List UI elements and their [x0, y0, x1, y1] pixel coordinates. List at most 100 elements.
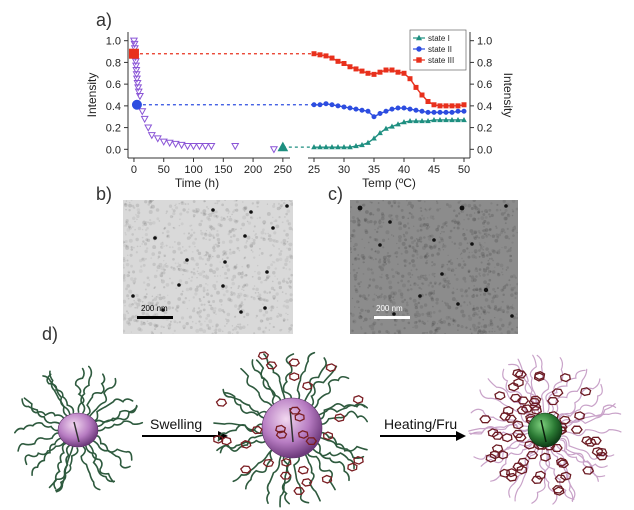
time-point [189, 142, 198, 151]
series-point [407, 106, 413, 112]
series-point [407, 76, 413, 82]
nanoparticle [211, 208, 215, 212]
y-tick-label-left: 0.4 [106, 101, 121, 113]
series-point [341, 104, 347, 110]
nanoparticles [131, 204, 289, 314]
polymer-chain [222, 388, 267, 419]
polymer-chain [293, 454, 310, 504]
series-point [455, 103, 461, 109]
series-point [395, 121, 401, 127]
x-tick-label-left: 150 [214, 164, 232, 176]
polymer-chain [531, 447, 547, 504]
x-tick-label-left: 100 [184, 164, 202, 176]
time-point [177, 141, 186, 150]
fructose-ring [334, 413, 346, 423]
fructose-ring [294, 412, 305, 422]
series-point [311, 144, 317, 150]
fructose-ring [512, 420, 524, 430]
series-point [443, 103, 449, 109]
series-point [347, 105, 353, 111]
series-point [353, 106, 359, 112]
polymer-chain [48, 442, 67, 489]
series-point [389, 123, 395, 129]
polymer-chain [94, 404, 138, 428]
fructose-ring [347, 462, 358, 472]
series-point [425, 118, 431, 124]
scale-bar-b [137, 316, 173, 319]
panel-label-b: b) [96, 184, 113, 204]
fructose-ring [353, 455, 364, 465]
series-point [449, 109, 455, 115]
polymer-chain [562, 412, 622, 428]
fructose-ring [526, 450, 539, 460]
tem-texture [123, 200, 293, 334]
series-point [377, 110, 383, 116]
x-tick-label-left: 50 [158, 164, 170, 176]
time-point [159, 138, 168, 146]
time-point [132, 75, 141, 83]
arrow-swelling-head [218, 431, 228, 441]
y-tick-label-left: 0.8 [106, 57, 121, 69]
nanoparticle [249, 210, 253, 214]
fructose-ring [517, 457, 530, 467]
fructose-ring [305, 437, 318, 446]
fructose-ring [534, 370, 546, 381]
polymer-chain [555, 443, 606, 478]
polymer-chain [88, 443, 116, 483]
nanoparticle [221, 284, 225, 288]
fructose-ring [595, 447, 608, 457]
x-axis-title-left: Time (h) [175, 176, 219, 190]
polymer-chain [77, 365, 93, 413]
time-point [131, 58, 140, 66]
polymer-chain [560, 403, 616, 425]
core-cut [73, 421, 80, 443]
fructose-ring [555, 457, 568, 467]
fructose-ring [213, 434, 224, 444]
y-tick-label-right: 0.4 [477, 101, 492, 113]
polymer-chain [545, 357, 564, 413]
fructose-ring [550, 443, 563, 453]
polymer-chain [517, 358, 540, 414]
fructose-ring [240, 439, 252, 449]
fructose-ring [275, 424, 287, 434]
fructose-ring [559, 372, 571, 383]
fructose-ring [279, 471, 292, 480]
temp-series [311, 51, 467, 150]
time-point [138, 108, 147, 116]
series-point [425, 99, 431, 105]
fructose-ring [517, 396, 530, 405]
nanoparticle [131, 294, 135, 298]
fructose-ring [491, 431, 504, 440]
nanoparticle [185, 258, 189, 262]
fructose-ring [559, 415, 571, 425]
legend: state I state II state III [409, 29, 467, 71]
polymer-chain [309, 365, 338, 408]
fructose-ring [516, 465, 528, 475]
series-point [347, 144, 353, 150]
series-point [437, 103, 443, 109]
x-tick-label-right: 45 [428, 164, 440, 176]
fructose-ring [499, 412, 512, 421]
polymer-chain [545, 447, 575, 500]
y-tick-label-right: 0.2 [477, 123, 492, 135]
series-point [353, 143, 359, 149]
polymer-chain [296, 351, 316, 402]
x-tick-label-right: 40 [398, 164, 410, 176]
series-point [365, 108, 371, 114]
micelle-swollen [213, 351, 368, 508]
nanoparticle [153, 236, 157, 240]
time-point [130, 45, 139, 53]
polymer-chain [557, 383, 603, 419]
panel-label-d: d) [42, 324, 59, 344]
fructose-ring [485, 453, 497, 463]
polymer-chain [560, 437, 608, 468]
fructose-ring [499, 468, 511, 478]
y-tick-label-left: 1.0 [106, 36, 121, 48]
x-axis-title-right: Temp (ºC) [362, 176, 416, 190]
core-cut [540, 419, 547, 443]
x-tick-label-right: 25 [308, 164, 320, 176]
polymer-chain [94, 435, 133, 461]
polymer-chain [88, 377, 117, 418]
polymer-chain [263, 353, 286, 402]
series-point [329, 144, 335, 150]
